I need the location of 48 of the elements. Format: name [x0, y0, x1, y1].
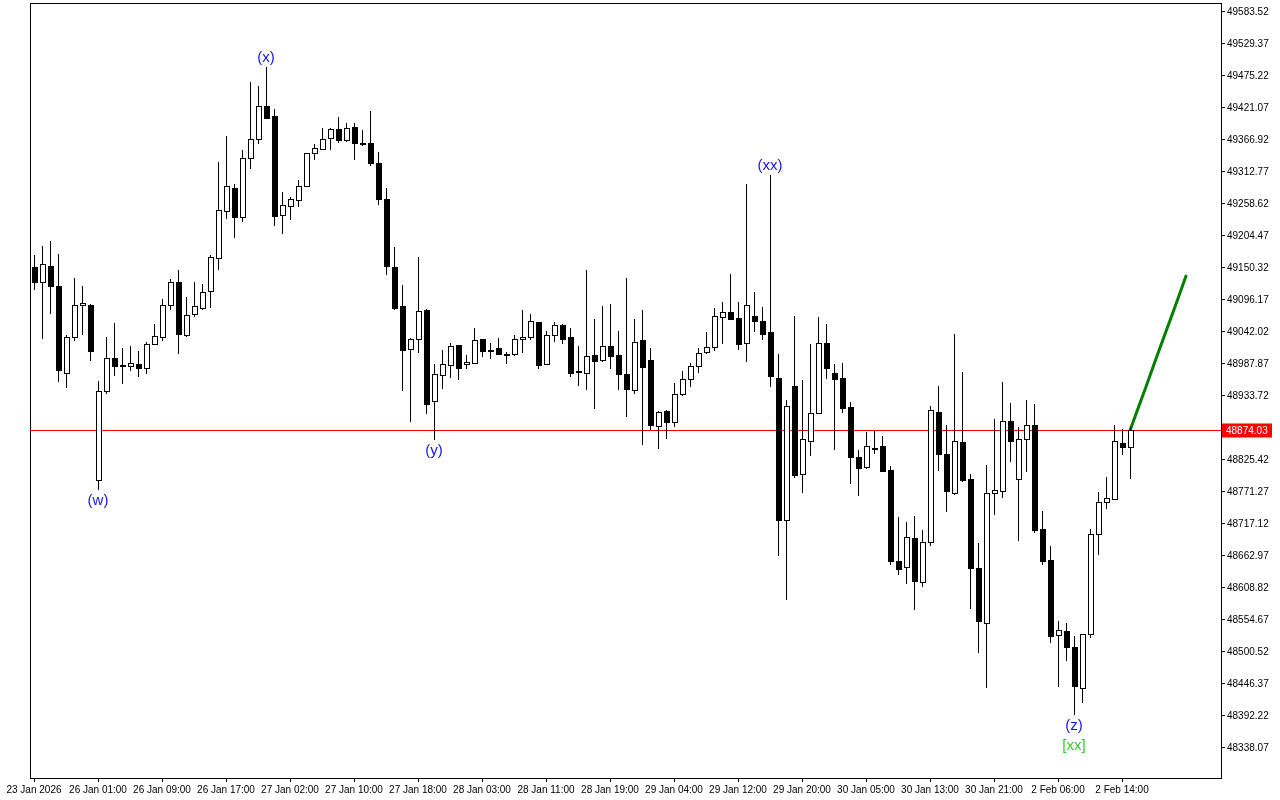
y-tick-label: 48662.97: [1227, 550, 1270, 561]
x-tick-label: 28 Jan 03:00: [453, 784, 512, 795]
y-tick-label: 48987.87: [1227, 358, 1270, 369]
x-tick-label: 2 Feb 14:00: [1095, 784, 1150, 795]
y-tick-label: 48771.27: [1227, 486, 1270, 497]
y-tick-label: 49583.52: [1227, 6, 1270, 17]
y-tick-label: 48825.42: [1227, 454, 1270, 465]
y-tick-label: 49421.07: [1227, 102, 1270, 113]
ref-line-label: 48874.03: [1226, 425, 1269, 436]
annotation: (w): [87, 490, 109, 508]
x-tick-label: 29 Jan 04:00: [645, 784, 704, 795]
annotation: [xx]: [1062, 736, 1086, 754]
y-tick-label: 48446.37: [1227, 678, 1270, 689]
annotation: (xx): [757, 156, 783, 174]
x-tick-label: 30 Jan 21:00: [965, 784, 1024, 795]
y-tick-label: 48608.82: [1227, 582, 1270, 593]
y-tick-label: 48338.07: [1227, 742, 1270, 753]
x-tick-label: 29 Jan 20:00: [773, 784, 832, 795]
y-tick-label: 48933.72: [1227, 390, 1270, 401]
y-tick-label: 49366.92: [1227, 134, 1270, 145]
annotation: (z): [1065, 716, 1083, 734]
y-tick-label: 49529.37: [1227, 38, 1270, 49]
annotation: (x): [257, 48, 275, 66]
y-tick-label: 49096.17: [1227, 294, 1270, 305]
y-tick-label: 48500.52: [1227, 646, 1270, 657]
y-tick-label: 49475.22: [1227, 70, 1270, 81]
x-tick-label: 30 Jan 05:00: [837, 784, 896, 795]
y-tick-label: 48392.22: [1227, 710, 1270, 721]
y-tick-label: 49204.47: [1227, 230, 1270, 241]
x-tick-label: 27 Jan 02:00: [261, 784, 320, 795]
x-tick-label: 2 Feb 06:00: [1031, 784, 1086, 795]
x-tick-label: 27 Jan 18:00: [389, 784, 448, 795]
x-tick-label: 28 Jan 19:00: [581, 784, 640, 795]
x-tick-label: 26 Jan 17:00: [197, 784, 256, 795]
annotation: (y): [425, 440, 443, 458]
y-tick-label: 49312.77: [1227, 166, 1270, 177]
x-tick-label: 26 Jan 01:00: [69, 784, 128, 795]
y-tick-label: 49258.62: [1227, 198, 1270, 209]
y-tick-label: 49150.32: [1227, 262, 1270, 273]
y-tick-label: 48554.67: [1227, 614, 1270, 625]
x-tick-label: 28 Jan 11:00: [517, 784, 575, 795]
x-tick-label: 30 Jan 13:00: [901, 784, 960, 795]
x-tick-label: 27 Jan 10:00: [325, 784, 384, 795]
x-tick-label: 26 Jan 09:00: [133, 784, 192, 795]
y-tick-label: 49042.02: [1227, 326, 1270, 337]
x-tick-label: 23 Jan 2026: [6, 784, 62, 795]
x-tick-label: 29 Jan 12:00: [709, 784, 768, 795]
y-tick-label: 48717.12: [1227, 518, 1270, 529]
